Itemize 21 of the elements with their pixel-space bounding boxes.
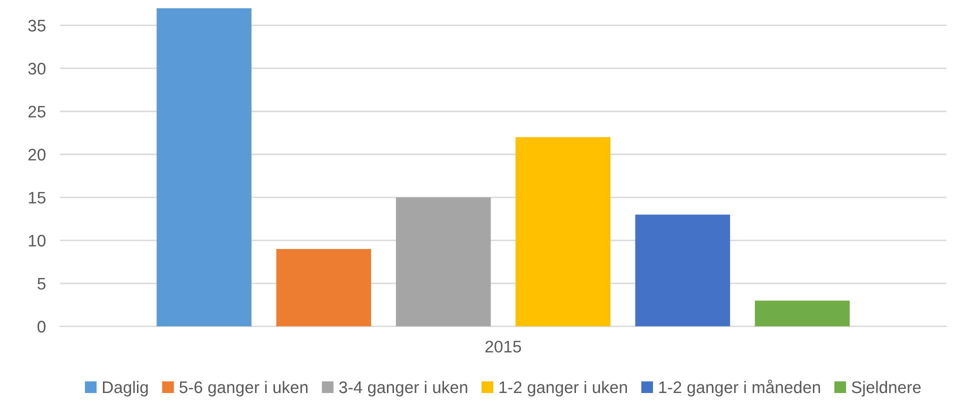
y-tick-label: 15 [28,192,46,204]
y-tick-label: 35 [28,20,46,32]
bar [276,248,372,326]
y-tick-label: 5 [38,278,46,290]
bar [635,214,730,326]
y-tick-label: 30 [28,62,46,75]
bar [754,300,850,326]
legend-label: Daglig [102,380,148,396]
legend-label: 1-2 ganger i måneden [659,380,820,396]
y-tick-label: 0 [38,320,46,333]
legend-label: 1-2 ganger i uken [500,380,627,396]
bar [156,8,252,326]
bar [396,197,491,326]
legend-label: 3-4 ganger i uken [339,380,468,396]
x-tick-label: 2015 [485,340,522,353]
y-tick-label: 20 [28,148,46,161]
legend-label: 5-6 ganger i uken [180,380,308,396]
y-tick-label: 25 [28,106,46,118]
y-tick-label: 10 [28,234,46,247]
bar [516,137,610,326]
legend-label: Sjeldnere [852,380,921,396]
